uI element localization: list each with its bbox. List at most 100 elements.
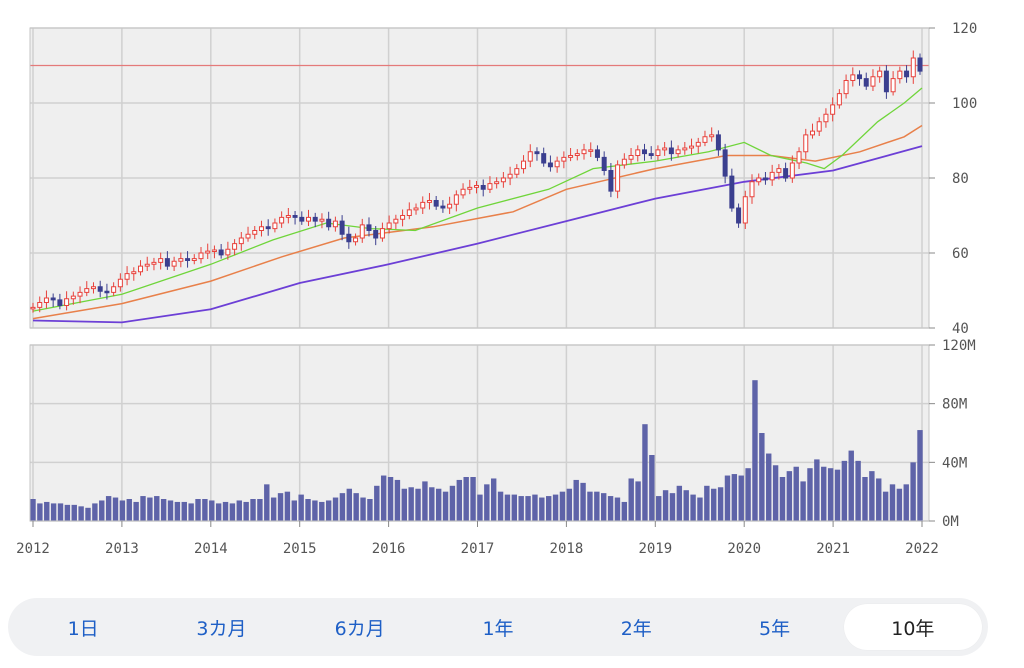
volume-bar — [429, 487, 435, 521]
volume-bar — [532, 494, 538, 521]
candle — [635, 145, 641, 162]
candle — [178, 252, 184, 268]
volume-bar — [236, 500, 242, 521]
volume-bar — [497, 491, 504, 521]
candle — [541, 147, 547, 167]
stock-chart: 40 60 80 100 120 120M 80M 40M 0M 2012 2013 2014 20… — [16, 21, 977, 557]
volume-bar — [745, 468, 751, 521]
candle — [151, 257, 157, 271]
volume-bar — [772, 465, 779, 521]
volume-bar — [869, 471, 875, 521]
candle — [904, 65, 910, 83]
candle — [379, 222, 385, 242]
x-year-tick: 2021 — [816, 541, 850, 557]
volume-bar — [814, 459, 820, 521]
volume-bar — [855, 460, 861, 521]
volume-bar — [573, 479, 579, 521]
candle — [124, 266, 130, 286]
volume-bar — [683, 490, 689, 521]
volume-bar — [250, 499, 256, 521]
volume-bar — [656, 496, 662, 521]
price-y-tick: 120 — [952, 21, 977, 37]
volume-bar — [862, 477, 868, 521]
candle — [507, 166, 513, 186]
candle — [850, 67, 856, 87]
candle — [581, 143, 587, 160]
candle — [198, 247, 204, 264]
candle — [453, 190, 459, 212]
candle — [588, 142, 594, 157]
volume-bar — [435, 488, 442, 521]
volume-bar — [642, 424, 648, 521]
candle — [830, 97, 836, 122]
volume-bar — [724, 475, 731, 521]
candle — [776, 164, 782, 180]
volume-bar — [484, 484, 490, 521]
price-y-tick: 40 — [952, 321, 969, 337]
volume-bar — [422, 481, 428, 521]
candle — [601, 151, 607, 176]
candle — [689, 138, 695, 154]
volume-bar — [64, 504, 71, 521]
candle — [742, 190, 748, 229]
volume-bar — [319, 501, 325, 521]
range-tab[interactable]: 1年 — [482, 617, 514, 640]
volume-bar — [360, 497, 366, 521]
range-tab[interactable]: 3カ月 — [196, 617, 247, 640]
volume-bar — [119, 500, 126, 521]
volume-bar — [662, 490, 669, 521]
volume-bar — [752, 380, 758, 521]
candle — [628, 148, 634, 165]
volume-bar — [71, 504, 77, 521]
price-y-tick: 60 — [952, 246, 969, 262]
volume-y-tick: 0M — [942, 514, 959, 530]
candle — [843, 74, 849, 99]
candle — [897, 66, 903, 84]
candle — [77, 286, 83, 304]
volume-bar — [181, 501, 187, 521]
volume-bar — [889, 484, 896, 521]
range-tab[interactable]: 10年 — [843, 604, 982, 650]
volume-bar — [669, 493, 676, 521]
candle — [715, 130, 721, 156]
candle — [474, 181, 479, 194]
candle — [521, 155, 527, 174]
candle — [211, 245, 217, 259]
candle — [111, 282, 117, 297]
candle — [84, 281, 90, 297]
volume-bar — [456, 479, 463, 521]
volume-bar — [277, 493, 284, 521]
candle — [816, 117, 822, 136]
candle — [440, 200, 446, 213]
candle — [393, 214, 399, 229]
candle — [366, 217, 372, 237]
x-year-tick: 2020 — [727, 541, 761, 557]
volume-bar — [298, 494, 304, 521]
candle — [910, 50, 916, 84]
candle — [185, 251, 191, 268]
volume-bar — [174, 501, 181, 521]
candle — [608, 163, 614, 198]
volume-bar — [442, 491, 449, 521]
volume-bar — [160, 499, 167, 521]
volume-bar — [807, 468, 813, 521]
candle — [319, 213, 325, 229]
volume-bar — [566, 488, 573, 521]
candle — [883, 65, 889, 99]
volume-bar — [147, 497, 153, 521]
candle — [64, 291, 70, 311]
volume-bar — [126, 499, 132, 521]
candle — [43, 290, 49, 309]
volume-bar — [621, 501, 628, 521]
candle — [796, 147, 802, 169]
candle — [420, 196, 426, 214]
candle — [769, 164, 775, 186]
range-tab[interactable]: 2年 — [620, 617, 652, 640]
volume-bar — [312, 500, 318, 521]
volume-bar — [209, 500, 215, 521]
candle — [621, 153, 627, 169]
candle — [702, 130, 708, 147]
range-tab[interactable]: 1日 — [67, 617, 99, 640]
range-tab[interactable]: 5年 — [759, 617, 791, 640]
range-tab[interactable]: 6カ月 — [334, 617, 385, 640]
